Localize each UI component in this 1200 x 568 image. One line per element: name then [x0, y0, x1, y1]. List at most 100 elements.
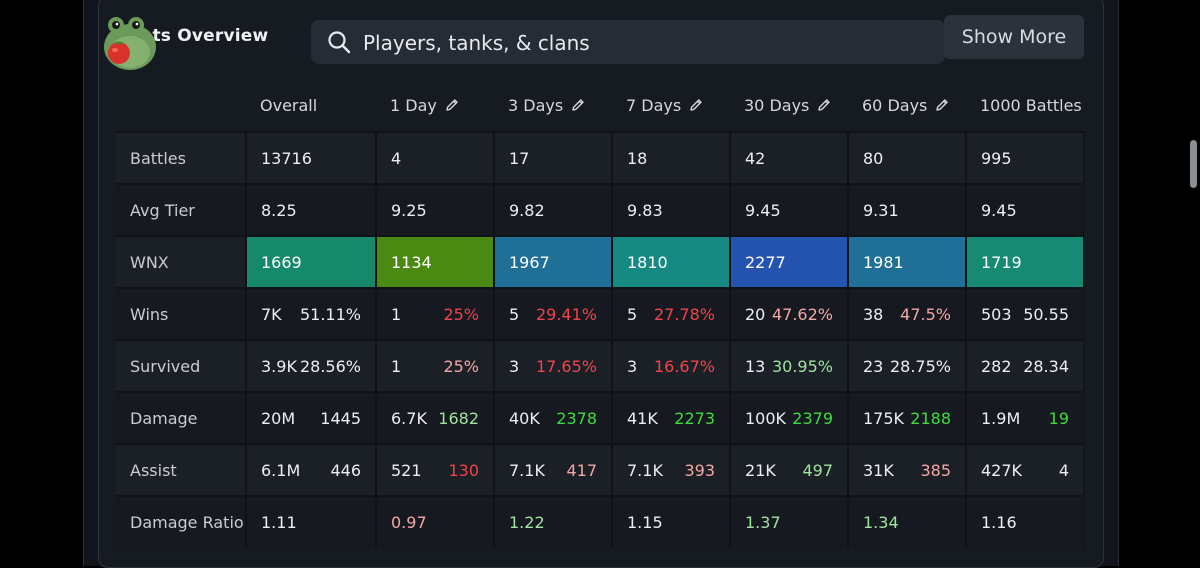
stat-cell: 427K 4: [966, 443, 1084, 496]
stat-cell: 9.82: [494, 183, 613, 236]
stat-cell: 1.34: [848, 495, 967, 548]
row-label: Damage: [116, 391, 247, 444]
stat-rate: 16.67%: [653, 356, 715, 376]
stat-cell: 9.25: [376, 183, 495, 236]
stats-row-assist: Assist 6.1M 446 521 130 7.1K 417 7.1K 393 21K 497 3…: [116, 443, 1084, 496]
stat-total: 503: [981, 304, 1012, 324]
stat-total: 20: [745, 304, 766, 324]
stats-row-damage-ratio: Damage Ratio 1.11 0.97 1.22 1.15 1.37 1.34 1.16: [116, 495, 1084, 548]
stat-rate: 29.41%: [535, 304, 597, 324]
stat-rate: 47.5%: [900, 304, 951, 324]
stat-cell: 7.1K 393: [612, 443, 731, 496]
stat-cell: 3.9K 28.56%: [246, 339, 377, 392]
stat-rate: 17.65%: [535, 356, 597, 376]
column-header-label: 1000 Battles: [980, 96, 1082, 115]
stat-cell: 8.25: [246, 183, 377, 236]
page-title: Stats Overview: [120, 26, 269, 46]
stats-row-wins: Wins 7K 51.11% 1 25% 5 29.41% 5 27.78% 20 47.62% 38…: [116, 287, 1084, 340]
stat-rate: 1682: [438, 408, 479, 428]
stat-cell: 18: [612, 131, 731, 184]
stat-cell: 503 50.55: [966, 287, 1084, 340]
stat-cell: 42: [730, 131, 849, 184]
stat-rate: 385: [920, 460, 951, 480]
stat-rate: 25%: [443, 356, 479, 376]
column-header-label: 7 Days: [626, 96, 682, 115]
stat-cell: 9.31: [848, 183, 967, 236]
stat-cell: 1134: [376, 235, 495, 288]
stat-total: 5: [627, 304, 638, 324]
stat-rate: 2188: [910, 408, 951, 428]
column-header-5: 60 Days: [848, 80, 966, 132]
show-more-button[interactable]: Show More: [944, 15, 1084, 59]
stat-rate: 497: [802, 460, 833, 480]
stat-total: 7.1K: [509, 460, 545, 480]
stat-cell: 1967: [494, 235, 613, 288]
pencil-icon[interactable]: [817, 97, 831, 111]
stat-cell: 1.15: [612, 495, 731, 548]
search-bar[interactable]: [311, 20, 945, 66]
stat-cell: 282 28.34: [966, 339, 1084, 392]
stat-cell: 1.16: [966, 495, 1084, 548]
stat-total: 1.9M: [981, 408, 1021, 428]
column-header-3: 7 Days: [612, 80, 730, 132]
stats-row-avg-tier: Avg Tier 8.25 9.25 9.82 9.83 9.45 9.31 9.45: [116, 183, 1084, 236]
stat-cell: 9.45: [730, 183, 849, 236]
stat-rate: 2273: [674, 408, 715, 428]
row-label: Survived: [116, 339, 247, 392]
pencil-icon[interactable]: [689, 97, 703, 111]
stat-cell: 521 130: [376, 443, 495, 496]
stats-row-battles: Battles 13716 4 17 18 42 80 995: [116, 131, 1084, 184]
stats-row-wnx: WNX 1669 1134 1967 1810 2277 1981 1719: [116, 235, 1084, 288]
stat-total: 38: [863, 304, 884, 324]
stat-total: 6.1M: [261, 460, 301, 480]
stat-total: 5: [509, 304, 520, 324]
row-label: WNX: [116, 235, 247, 288]
stat-rate: 28.56%: [299, 356, 361, 376]
search-input[interactable]: [361, 20, 925, 66]
column-header-6: 1000 Battles: [966, 80, 1084, 132]
frog-avatar-icon[interactable]: [101, 14, 159, 72]
column-header-label: Overall: [260, 96, 318, 115]
stat-total: 427K: [981, 460, 1023, 480]
page-scrollbar[interactable]: [1190, 140, 1197, 188]
stat-cell: 1.22: [494, 495, 613, 548]
row-label: Assist: [116, 443, 247, 496]
stat-total: 1: [391, 356, 402, 376]
stat-cell: 1669: [246, 235, 377, 288]
stat-cell: 1981: [848, 235, 967, 288]
stat-cell: 21K 497: [730, 443, 849, 496]
stat-rate: 50.55: [1023, 304, 1069, 324]
stat-cell: 80: [848, 131, 967, 184]
stat-rate: 28.34: [1023, 356, 1069, 376]
stats-table: Overall 1 Day 3 Days 7 Days 30 Days 60 Days 10…: [116, 80, 1084, 548]
column-header-2: 3 Days: [494, 80, 612, 132]
column-header-label: 60 Days: [862, 96, 928, 115]
stat-cell: 13 30.95%: [730, 339, 849, 392]
stat-total: 1: [391, 304, 402, 324]
stat-total: 3.9K: [261, 356, 297, 376]
stat-cell: 20 47.62%: [730, 287, 849, 340]
stat-rate: 27.78%: [653, 304, 715, 324]
stat-rate: 2378: [556, 408, 597, 428]
pencil-icon[interactable]: [571, 97, 585, 111]
stat-total: 7K: [261, 304, 282, 324]
stat-total: 13: [745, 356, 766, 376]
stat-cell: 13716: [246, 131, 377, 184]
stat-cell: 6.1M 446: [246, 443, 377, 496]
column-header-label: 30 Days: [744, 96, 810, 115]
stat-cell: 38 47.5%: [848, 287, 967, 340]
stat-rate: 417: [566, 460, 597, 480]
stat-rate: 446: [330, 460, 361, 480]
pencil-icon[interactable]: [935, 97, 949, 111]
stat-cell: 2277: [730, 235, 849, 288]
stat-total: 3: [509, 356, 520, 376]
stat-rate: 51.11%: [299, 304, 361, 324]
row-label: Wins: [116, 287, 247, 340]
stat-total: 41K: [627, 408, 658, 428]
stat-cell: 5 29.41%: [494, 287, 613, 340]
row-label-header: [116, 80, 246, 132]
stat-cell: 1 25%: [376, 339, 495, 392]
stats-table-container: Overall 1 Day 3 Days 7 Days 30 Days 60 Days 10…: [116, 80, 1084, 554]
pencil-icon[interactable]: [445, 97, 459, 111]
stat-rate: 1445: [320, 408, 361, 428]
